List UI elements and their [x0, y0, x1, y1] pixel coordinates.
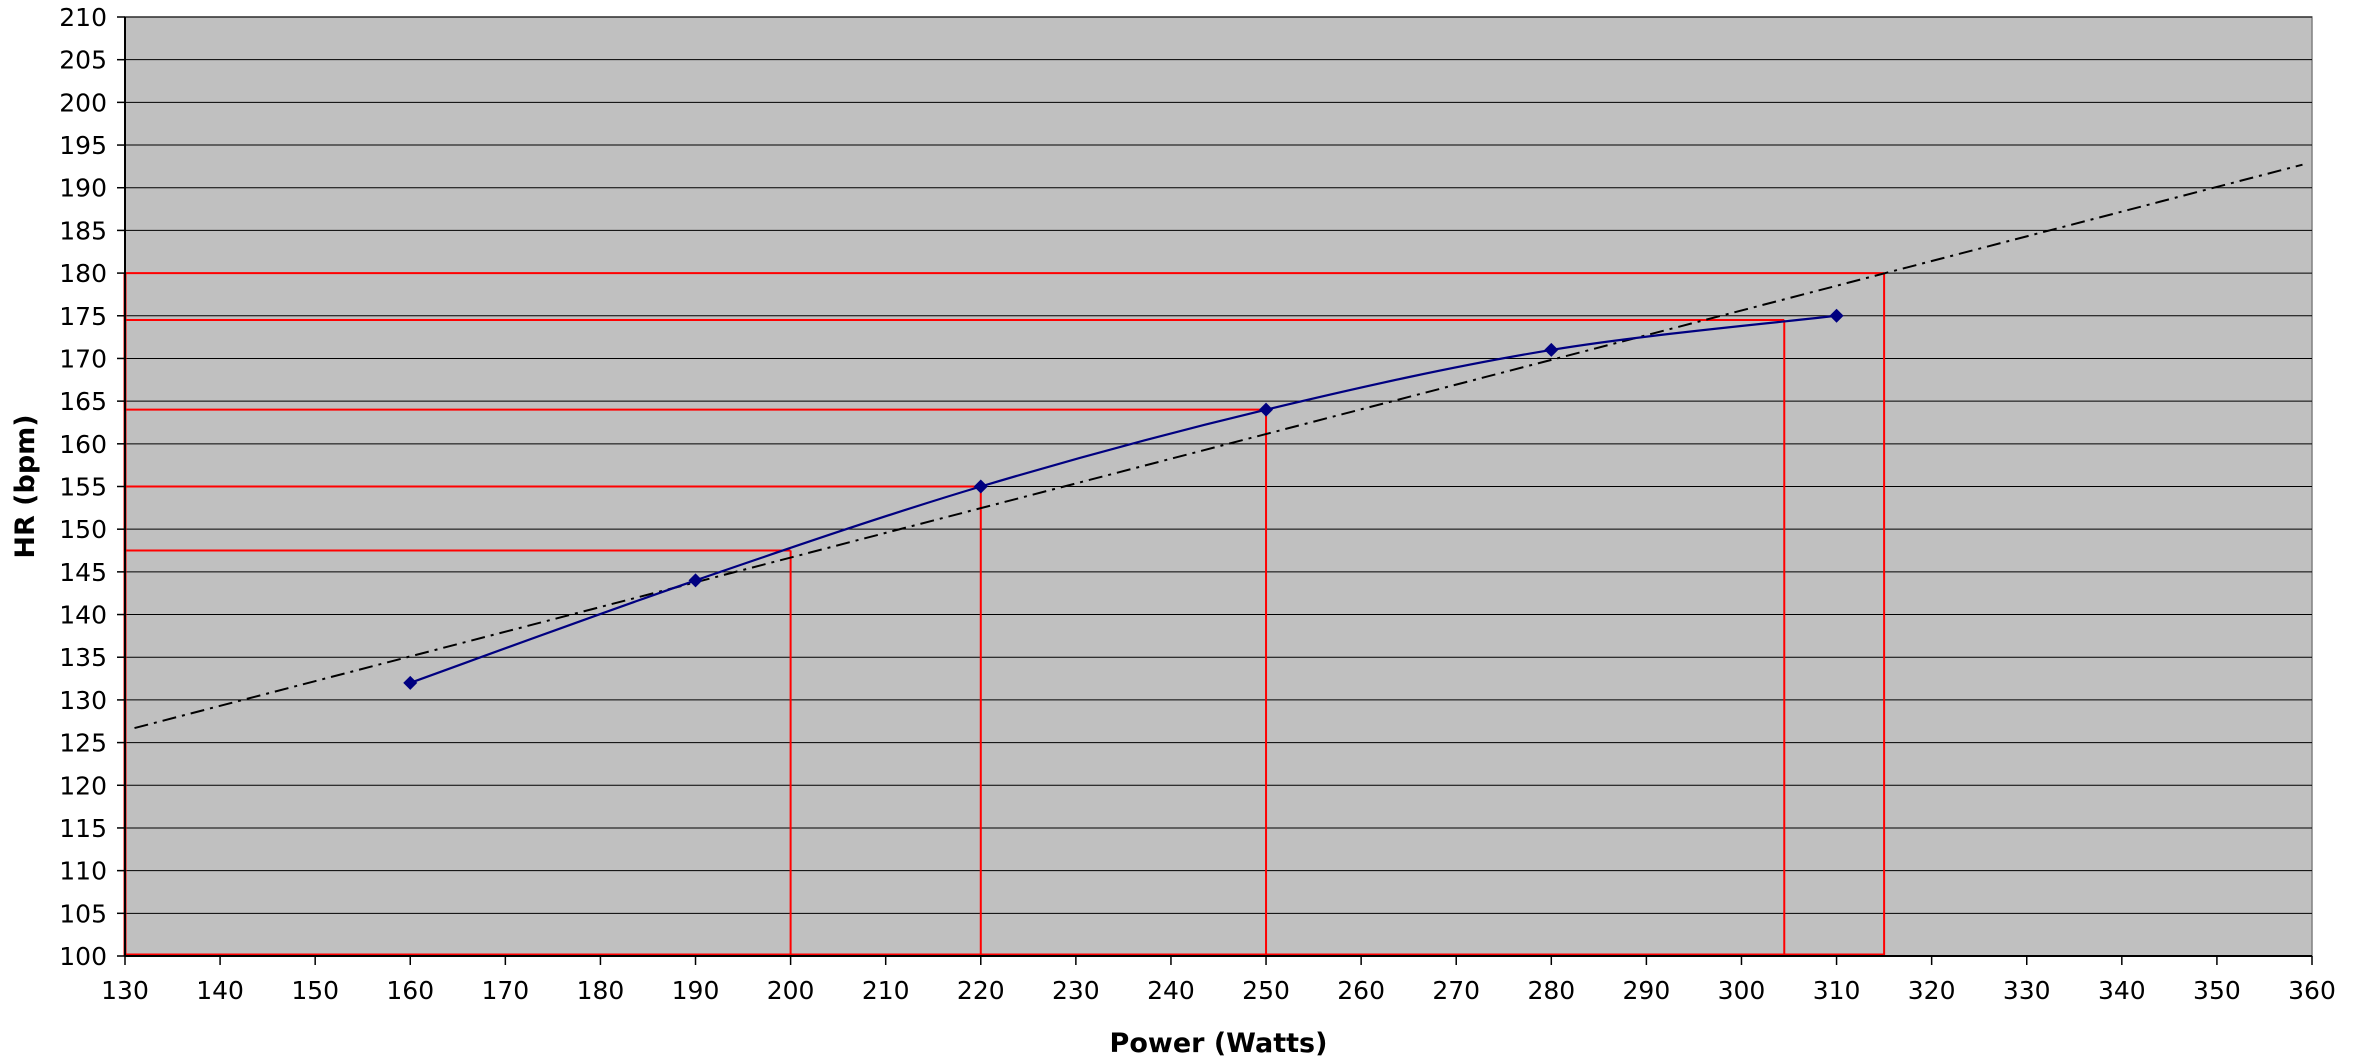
x-tick-label-220: 220	[957, 976, 1005, 1005]
y-tick-label-165: 165	[59, 387, 107, 416]
data-point-280	[1544, 342, 1559, 357]
x-tick-label-280: 280	[1527, 976, 1575, 1005]
x-tick-label-350: 350	[2193, 976, 2241, 1005]
y-tick-label-105: 105	[59, 899, 107, 928]
y-tick-label-205: 205	[59, 46, 107, 75]
y-tick-label-185: 185	[59, 216, 107, 245]
x-tick-label-230: 230	[1052, 976, 1100, 1005]
data-point-190	[688, 573, 703, 588]
series-line-0	[409, 314, 1837, 684]
x-tick-label-360: 360	[2288, 976, 2336, 1005]
x-tick-label-260: 260	[1337, 976, 1385, 1005]
y-tick-label-125: 125	[59, 729, 107, 758]
y-tick-label-145: 145	[59, 558, 107, 587]
data-point-220	[973, 479, 988, 494]
y-axis-title: HR (bpm)	[10, 414, 41, 558]
x-tick-label-270: 270	[1432, 976, 1480, 1005]
data-point-160	[403, 675, 418, 690]
x-tick-label-150: 150	[291, 976, 339, 1005]
y-tick-label-160: 160	[59, 430, 107, 459]
x-tick-label-190: 190	[672, 976, 720, 1005]
y-tick-label-170: 170	[59, 344, 107, 373]
x-axis-title: Power (Watts)	[1110, 1028, 1328, 1059]
x-tick-label-210: 210	[862, 976, 910, 1005]
gridlines	[125, 16, 2312, 914]
x-tick-label-240: 240	[1147, 976, 1195, 1005]
x-tick-label-330: 330	[2003, 976, 2051, 1005]
y-tick-label-120: 120	[59, 771, 107, 800]
y-tick-label-135: 135	[59, 643, 107, 672]
y-tick-label-210: 210	[59, 3, 107, 32]
y-tick-label-140: 140	[59, 601, 107, 630]
y-tick-label-130: 130	[59, 686, 107, 715]
x-tick-label-140: 140	[196, 976, 244, 1005]
y-tick-label-155: 155	[59, 473, 107, 502]
y-tick-label-180: 180	[59, 259, 107, 288]
trendline	[134, 163, 2303, 730]
y-tick-label-100: 100	[59, 942, 107, 971]
y-tick-label-190: 190	[59, 174, 107, 203]
y-tick-label-150: 150	[59, 515, 107, 544]
x-tick-label-340: 340	[2098, 976, 2146, 1005]
x-tick-label-200: 200	[767, 976, 815, 1005]
y-tick-label-195: 195	[59, 131, 107, 160]
y-tick-label-110: 110	[59, 857, 107, 886]
x-tick-label-290: 290	[1623, 976, 1671, 1005]
data-point-310	[1829, 308, 1844, 323]
x-tick-label-320: 320	[1908, 976, 1956, 1005]
x-tick-labels: 130 140 150 160 170 180 190 200 210 220 230 240 250 2…	[101, 976, 2336, 1005]
data-point-250	[1259, 402, 1274, 417]
x-tick-label-250: 250	[1242, 976, 1290, 1005]
x-tick-label-310: 310	[1813, 976, 1861, 1005]
y-tick-label-175: 175	[59, 302, 107, 331]
x-tick-label-160: 160	[386, 976, 434, 1005]
data-series	[403, 308, 1844, 690]
trendline-line	[134, 163, 2303, 730]
x-tick-label-170: 170	[481, 976, 529, 1005]
y-tick-label-200: 200	[59, 88, 107, 117]
axes	[117, 16, 2313, 965]
y-tick-label-115: 115	[59, 814, 107, 843]
x-tick-label-300: 300	[1718, 976, 1766, 1005]
x-tick-label-180: 180	[577, 976, 625, 1005]
x-tick-label-130: 130	[101, 976, 149, 1005]
y-tick-labels: 100 105 110 115 120 125 130 135 140 145 150 155 160 1…	[59, 3, 107, 971]
